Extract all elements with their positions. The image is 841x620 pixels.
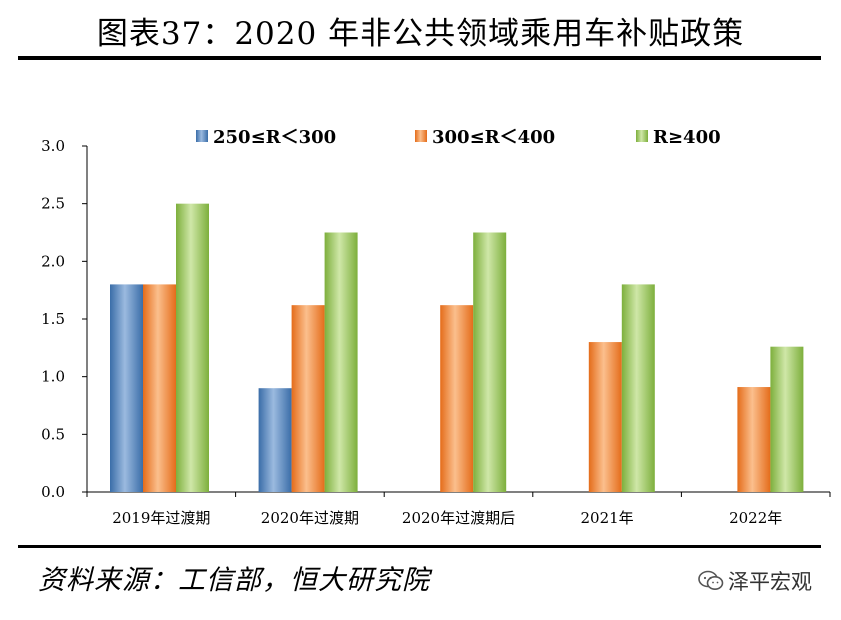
bar-2-1 [143,284,176,492]
bottom-divider [18,545,821,548]
chart-legend: 250≤R＜300 300≤R＜400 R≥400 [196,127,721,148]
bar-1-1 [110,284,143,492]
legend-swatch [415,130,427,142]
x-category-label: 2021年 [581,509,634,527]
bar-3-5 [770,346,804,492]
x-category-label: 2020年过渡期后 [402,509,515,527]
bar-chart: 250≤R＜300 300≤R＜400 R≥400 0.0 0.5 1.0 1.5 2.0 2… [41,127,831,527]
legend-label: 300≤R＜400 [432,127,555,148]
brand-name: 泽平宏观 [728,570,812,594]
bar-3-1 [176,203,209,492]
y-tick-label: 0.0 [41,483,65,501]
y-tick-label: 2.0 [41,252,65,270]
wechat-icon [698,570,724,590]
bar-1-2 [258,388,292,492]
bar-3-4 [621,284,655,492]
x-category-label: 2020年过渡期 [261,509,359,527]
chart-bars [110,203,804,492]
y-tick-label: 0.5 [41,425,65,443]
source-note: 资料来源：工信部，恒大研究院 [38,565,430,596]
bar-2-2 [291,305,325,492]
y-tick-label: 3.0 [41,137,65,155]
y-tick-label: 2.5 [41,195,65,213]
bar-2-3 [440,305,474,492]
chart-title: 图表37：2020 年非公共领域乘用车补贴政策 [96,16,745,52]
y-tick-label: 1.5 [41,310,65,328]
x-category-label: 2019年过渡期 [112,509,210,527]
bar-3-2 [324,232,358,492]
legend-swatch [636,130,648,142]
legend-label: 250≤R＜300 [213,127,336,148]
chart-axes: 0.0 0.5 1.0 1.5 2.0 2.5 3.0 2019年过渡期 2020年过渡期 202… [41,137,831,527]
x-category-label: 2022年 [729,509,782,527]
legend-label: R≥400 [653,127,721,148]
top-divider [18,56,821,60]
bar-2-5 [737,387,771,492]
bar-3-3 [473,232,507,492]
brand-watermark: 泽平宏观 [698,566,812,596]
bar-2-4 [588,342,622,492]
legend-swatch [196,130,208,142]
y-tick-label: 1.0 [41,368,65,386]
